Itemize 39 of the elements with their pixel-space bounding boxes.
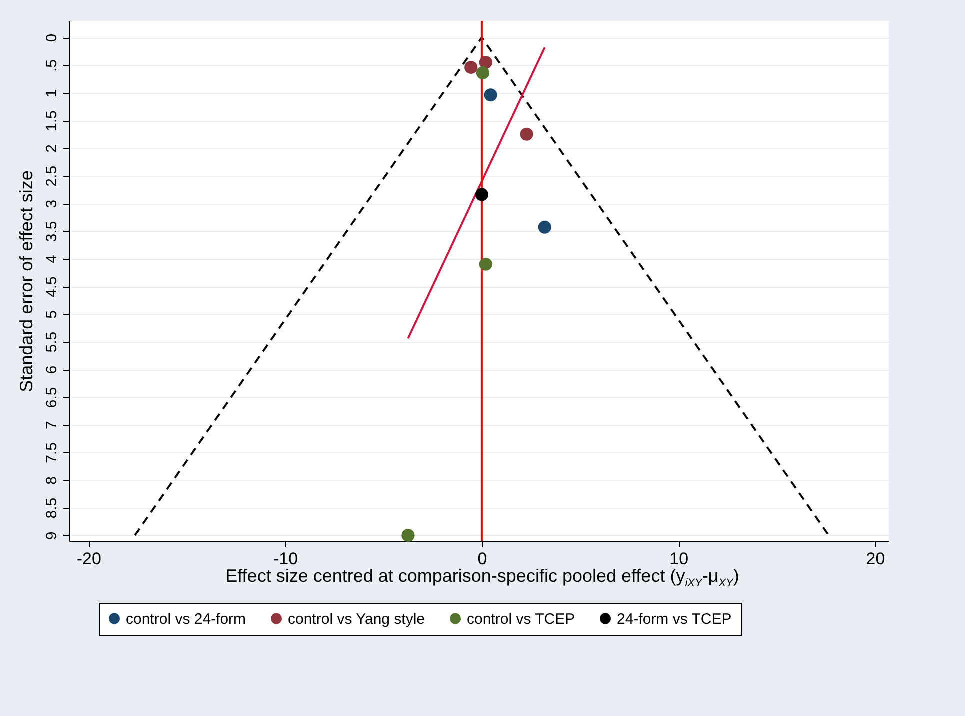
point (464, 60, 478, 74)
y-tick-label: 4 (44, 255, 60, 264)
point (479, 258, 492, 271)
y-tick-label: 7.5 (44, 442, 60, 464)
y-tick-label: 0 (44, 34, 60, 42)
legend-label: control vs TCEP (467, 610, 576, 628)
y-tick-label: 2 (44, 144, 60, 153)
legend-label: control vs Yang style (288, 610, 426, 628)
y-tick-label: 8.5 (44, 498, 60, 519)
x-tick-label: -10 (274, 550, 298, 568)
point (402, 528, 415, 542)
x-tick-label: -20 (76, 550, 102, 568)
point (479, 56, 492, 69)
point (538, 220, 552, 234)
y-axis-title: Standard error of effect size (16, 170, 36, 392)
y-tick-label: 5.5 (44, 332, 60, 353)
y-tick-label: 1 (44, 89, 60, 98)
y-tick-label: 8 (44, 476, 60, 485)
x-axis-title: Effect size centred at comparison-specific pooled effect (y$_{iXY}$-μ$_{XY}$) (226, 566, 740, 590)
y-tick-label: 7 (44, 421, 60, 430)
x-tick-label: 20 (866, 550, 886, 568)
y-tick-label: 3.5 (44, 221, 60, 242)
legend-label: 24-form vs TCEP (617, 610, 732, 628)
y-tick-label: .5 (44, 60, 60, 72)
y-tick-label: 4.5 (44, 276, 60, 298)
y-tick-label: 2.5 (44, 166, 60, 187)
y-tick-label: 3 (44, 200, 60, 208)
y-tick-label: 9 (44, 532, 60, 540)
y-tick-label: 6.5 (44, 387, 60, 408)
y-tick-label: 5 (44, 310, 60, 319)
y-tick-label: 6 (44, 366, 60, 374)
x-tick-label: 0 (478, 550, 488, 568)
point (475, 188, 488, 202)
x-tick-label: 10 (670, 550, 689, 568)
y-tick-label: 1.5 (44, 110, 60, 132)
point (476, 66, 490, 80)
legend-label: control vs 24-form (126, 610, 246, 628)
point (484, 88, 498, 102)
point (520, 128, 534, 141)
